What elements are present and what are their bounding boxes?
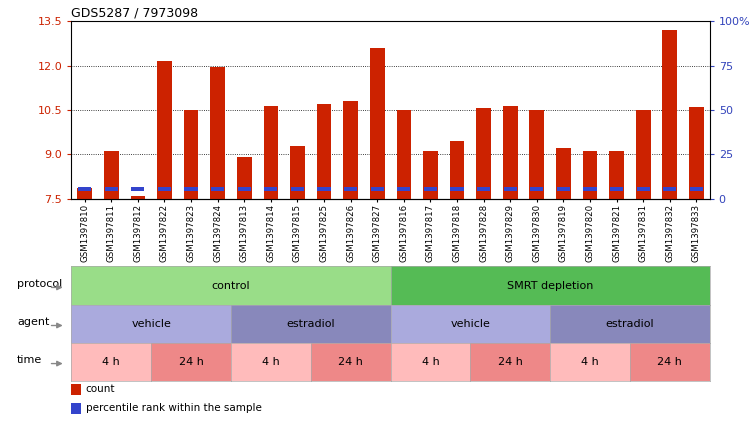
Bar	[184, 110, 198, 199]
Bar	[636, 110, 650, 199]
Text: SMRT depletion: SMRT depletion	[507, 280, 593, 291]
Bar	[637, 187, 650, 191]
Bar	[397, 187, 410, 191]
Bar	[663, 187, 677, 191]
Bar	[556, 187, 570, 191]
Bar	[237, 187, 251, 191]
Bar	[690, 187, 703, 191]
Bar	[423, 151, 438, 199]
Bar	[556, 148, 571, 199]
Text: GDS5287 / 7973098: GDS5287 / 7973098	[71, 7, 198, 20]
Text: estradiol: estradiol	[286, 319, 335, 329]
Bar	[451, 187, 463, 191]
Text: 4 h: 4 h	[262, 357, 279, 367]
Bar	[237, 157, 252, 199]
Bar	[71, 384, 81, 395]
Bar	[371, 187, 384, 191]
Bar	[689, 107, 704, 199]
Bar	[477, 187, 490, 191]
Bar	[662, 30, 677, 199]
Text: 24 h: 24 h	[498, 357, 523, 367]
Bar	[317, 104, 331, 199]
Text: count: count	[86, 385, 115, 395]
Bar	[71, 403, 81, 414]
Bar	[530, 187, 544, 191]
Bar	[370, 48, 385, 199]
Bar	[343, 101, 358, 199]
Bar	[264, 187, 277, 191]
Bar	[78, 187, 91, 191]
Bar	[424, 187, 437, 191]
Text: estradiol: estradiol	[605, 319, 654, 329]
Text: time: time	[17, 355, 42, 365]
Text: 4 h: 4 h	[421, 357, 439, 367]
Text: protocol: protocol	[17, 279, 62, 288]
Bar	[291, 187, 304, 191]
Bar	[211, 187, 225, 191]
Bar	[397, 110, 411, 199]
Bar	[104, 151, 119, 199]
Text: 24 h: 24 h	[179, 357, 204, 367]
Bar	[157, 61, 172, 199]
Bar	[131, 196, 145, 199]
Bar	[318, 187, 330, 191]
Text: percentile rank within the sample: percentile rank within the sample	[86, 404, 261, 414]
Bar	[77, 189, 92, 199]
Text: agent: agent	[17, 317, 50, 327]
Text: vehicle: vehicle	[131, 319, 171, 329]
Bar	[504, 187, 517, 191]
Bar	[290, 146, 305, 199]
Bar	[609, 151, 624, 199]
Bar	[344, 187, 357, 191]
Text: 4 h: 4 h	[581, 357, 599, 367]
Bar	[529, 110, 544, 199]
Text: 24 h: 24 h	[338, 357, 363, 367]
Text: control: control	[212, 280, 250, 291]
Bar	[104, 187, 118, 191]
Bar	[264, 106, 278, 199]
Text: vehicle: vehicle	[451, 319, 490, 329]
Text: 4 h: 4 h	[102, 357, 120, 367]
Text: 24 h: 24 h	[657, 357, 682, 367]
Bar	[131, 187, 144, 191]
Bar	[503, 106, 517, 199]
Bar	[210, 67, 225, 199]
Bar	[185, 187, 198, 191]
Bar	[450, 141, 464, 199]
Bar	[583, 151, 597, 199]
Bar	[610, 187, 623, 191]
Bar	[476, 109, 491, 199]
Bar	[584, 187, 596, 191]
Bar	[158, 187, 171, 191]
